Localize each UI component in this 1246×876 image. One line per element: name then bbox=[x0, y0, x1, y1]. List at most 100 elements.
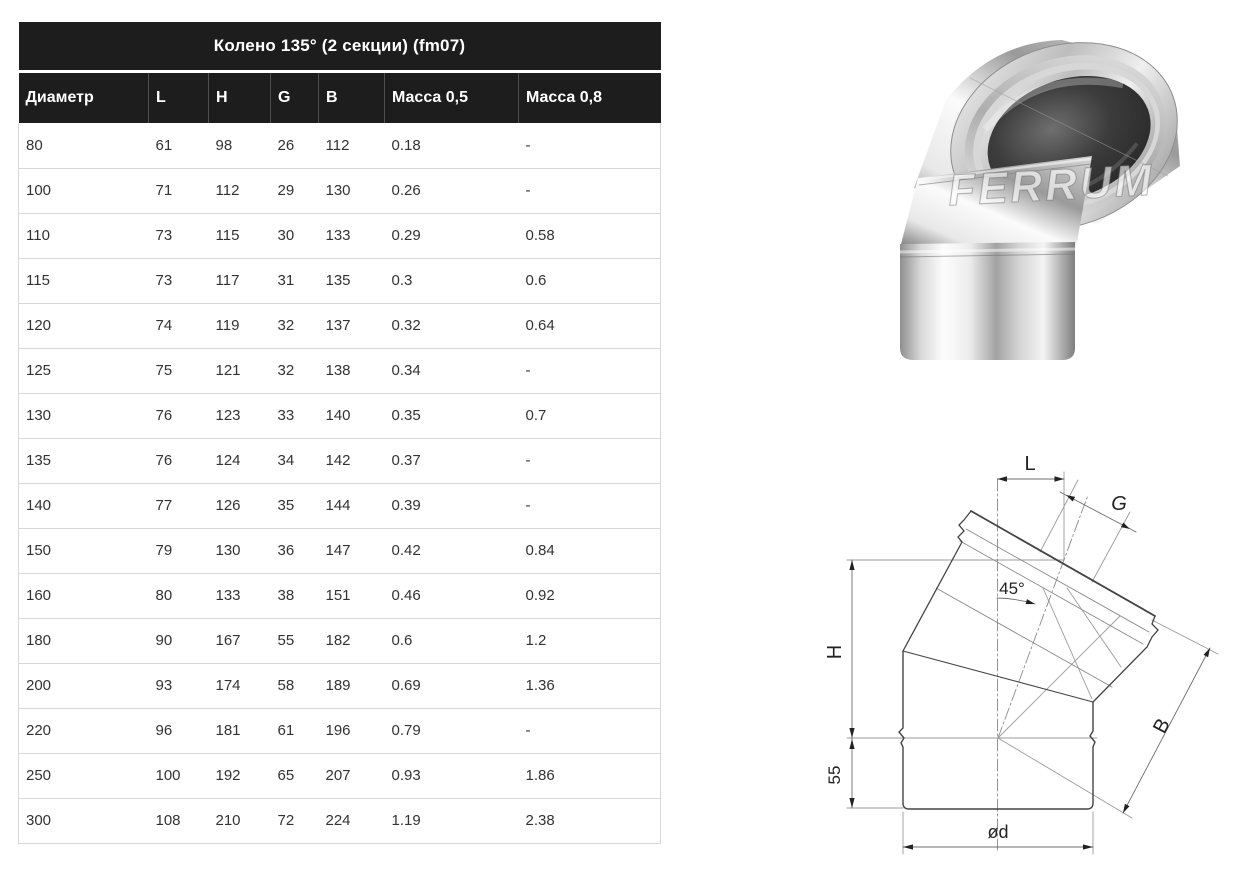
bottom-bead-highlight bbox=[899, 247, 1076, 254]
table-cell: 196 bbox=[318, 708, 385, 754]
table-cell: 77 bbox=[148, 483, 209, 529]
table-row: 100 71 112 29 130 0.26- bbox=[18, 168, 662, 214]
table-title-row: Колено 135° (2 секции) (fm07) bbox=[18, 22, 661, 73]
table-row: 180 90 167 55 182 0.6 1.2 bbox=[18, 618, 662, 664]
label-angle: 45° bbox=[999, 579, 1025, 598]
table-cell: 0.92 bbox=[518, 573, 662, 619]
table-cell: 125 bbox=[18, 348, 149, 394]
table-cell: 2.38 bbox=[518, 798, 662, 844]
table-cell: 140 bbox=[18, 483, 149, 529]
table-cell: 130 bbox=[18, 393, 149, 439]
table-cell: 112 bbox=[318, 123, 385, 169]
elbow-middle-band bbox=[900, 156, 1092, 248]
table-row: 160 80 133 38 151 0.46 0.92 bbox=[18, 573, 662, 619]
product-spec-table: Колено 135° (2 секции) (fm07) Диаметр L H G… bbox=[18, 22, 662, 844]
table-cell: 0.58 bbox=[518, 213, 662, 259]
column-header: H bbox=[208, 71, 271, 123]
middle-bead-shadow bbox=[918, 163, 1092, 186]
elbow-photo-graphic: FERRUM bbox=[899, 40, 1180, 360]
table-row: 150 79 130 36 147 0.42 0.84 bbox=[18, 528, 662, 574]
table-cell: 55 bbox=[270, 618, 319, 664]
table-cell: 72 bbox=[270, 798, 319, 844]
table-cell: 65 bbox=[270, 753, 319, 799]
table-cell: 1.19 bbox=[384, 798, 519, 844]
table-cell: 33 bbox=[270, 393, 319, 439]
table-cell: - bbox=[518, 438, 662, 484]
table-cell: 73 bbox=[148, 213, 209, 259]
table-cell: 224 bbox=[318, 798, 385, 844]
table-cell: 144 bbox=[318, 483, 385, 529]
table-cell: 124 bbox=[208, 438, 271, 484]
table-cell: 1.86 bbox=[518, 753, 662, 799]
table-cell: 0.29 bbox=[384, 213, 519, 259]
table-cell: 133 bbox=[318, 213, 385, 259]
table-cell: 26 bbox=[270, 123, 319, 169]
table-cell: 0.34 bbox=[384, 348, 519, 394]
column-header: Масса 0,5 bbox=[384, 71, 519, 123]
table-cell: 138 bbox=[318, 348, 385, 394]
table-cell: 36 bbox=[270, 528, 319, 574]
table-cell: 90 bbox=[148, 618, 209, 664]
table-cell: 79 bbox=[148, 528, 209, 574]
technical-drawing: L G 45° H 55 B ød bbox=[790, 420, 1246, 871]
table-cell: 75 bbox=[148, 348, 209, 394]
middle-bead-highlight bbox=[917, 157, 1092, 182]
table-cell: 182 bbox=[318, 618, 385, 664]
table-cell: 112 bbox=[208, 168, 271, 214]
table-cell: 71 bbox=[148, 168, 209, 214]
table-cell: 189 bbox=[318, 663, 385, 709]
table-cell: 300 bbox=[18, 798, 149, 844]
table-cell: 110 bbox=[18, 213, 149, 259]
table-cell: 121 bbox=[208, 348, 271, 394]
column-header: Диаметр bbox=[18, 71, 149, 123]
table-cell: 58 bbox=[270, 663, 319, 709]
table-body: 80 61 98 26 112 0.18-100 71 112 29 130 0.26-110 73 1… bbox=[18, 123, 662, 844]
table-cell: - bbox=[518, 123, 662, 169]
table-cell: 0.39 bbox=[384, 483, 519, 529]
table-cell: 0.93 bbox=[384, 753, 519, 799]
table-row: 130 76 123 33 140 0.35 0.7 bbox=[18, 393, 662, 439]
table-cell: 250 bbox=[18, 753, 149, 799]
table-cell: 130 bbox=[208, 528, 271, 574]
table-cell: 32 bbox=[270, 303, 319, 349]
table-cell: 1.2 bbox=[518, 618, 662, 664]
table-cell: 100 bbox=[18, 168, 149, 214]
table-cell: 167 bbox=[208, 618, 271, 664]
table-cell: 80 bbox=[18, 123, 149, 169]
table-cell: 61 bbox=[148, 123, 209, 169]
table-cell: 180 bbox=[18, 618, 149, 664]
table-cell: 0.32 bbox=[384, 303, 519, 349]
table-cell: 220 bbox=[18, 708, 149, 754]
centerlines bbox=[997, 478, 1089, 851]
table-cell: 207 bbox=[318, 753, 385, 799]
table-cell: 0.6 bbox=[518, 258, 662, 304]
table-cell: 0.69 bbox=[384, 663, 519, 709]
table-cell: 160 bbox=[18, 573, 149, 619]
table-cell: - bbox=[518, 708, 662, 754]
label-L: L bbox=[1024, 453, 1035, 475]
table-cell: 100 bbox=[148, 753, 209, 799]
table-cell: 115 bbox=[18, 258, 149, 304]
column-header: B bbox=[318, 71, 385, 123]
label-B: B bbox=[1149, 715, 1175, 737]
table-cell: 0.79 bbox=[384, 708, 519, 754]
dimension-lines bbox=[851, 478, 1211, 848]
table-cell: 0.42 bbox=[384, 528, 519, 574]
table-row: 140 77 126 35 144 0.39- bbox=[18, 483, 662, 529]
table-cell: 142 bbox=[318, 438, 385, 484]
table-cell: 0.64 bbox=[518, 303, 662, 349]
table-row: 220 96 181 61 196 0.79- bbox=[18, 708, 662, 754]
table-cell: 137 bbox=[318, 303, 385, 349]
table-row: 135 76 124 34 142 0.37- bbox=[18, 438, 662, 484]
table-cell: 0.35 bbox=[384, 393, 519, 439]
table-cell: 76 bbox=[148, 393, 209, 439]
table-title: Колено 135° (2 секции) (fm07) bbox=[18, 22, 661, 73]
column-header: Масса 0,8 bbox=[517, 71, 661, 123]
ferrum-watermark: FERRUM bbox=[947, 156, 1155, 216]
table-cell: - bbox=[518, 348, 662, 394]
table-row: 80 61 98 26 112 0.18- bbox=[18, 123, 662, 169]
table-cell: 0.84 bbox=[518, 528, 662, 574]
table-cell: 119 bbox=[208, 303, 271, 349]
table-row: 125 75 121 32 138 0.34- bbox=[18, 348, 662, 394]
table-row: 300 108 210 72 224 1.19 2.38 bbox=[18, 798, 662, 844]
